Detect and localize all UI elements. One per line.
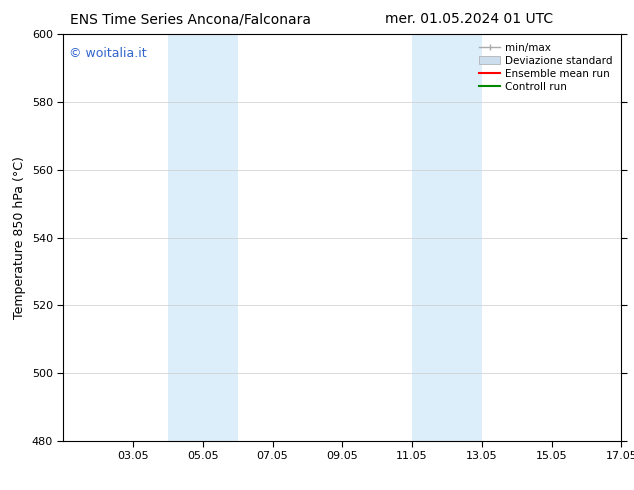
Legend: min/max, Deviazione standard, Ensemble mean run, Controll run: min/max, Deviazione standard, Ensemble m… — [476, 40, 616, 95]
Text: ENS Time Series Ancona/Falconara: ENS Time Series Ancona/Falconara — [70, 12, 311, 26]
Bar — [168, 34, 238, 441]
Bar — [412, 34, 482, 441]
Text: © woitalia.it: © woitalia.it — [69, 47, 146, 59]
Y-axis label: Temperature 850 hPa (°C): Temperature 850 hPa (°C) — [13, 156, 26, 319]
Text: mer. 01.05.2024 01 UTC: mer. 01.05.2024 01 UTC — [385, 12, 553, 26]
